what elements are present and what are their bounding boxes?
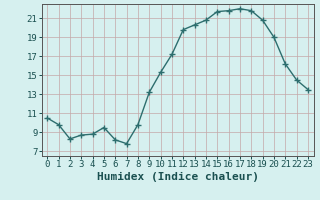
X-axis label: Humidex (Indice chaleur): Humidex (Indice chaleur) — [97, 172, 259, 182]
